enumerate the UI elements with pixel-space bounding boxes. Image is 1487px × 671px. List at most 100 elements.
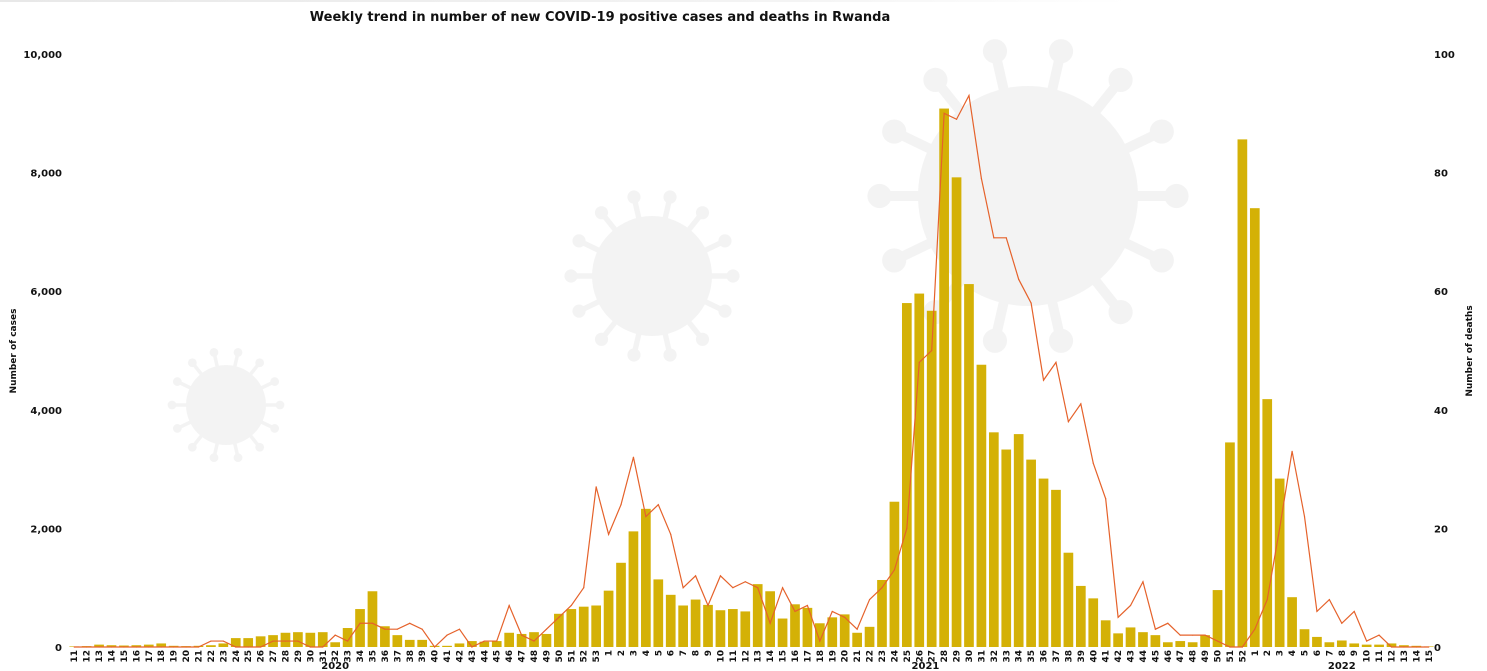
deaths-point xyxy=(1117,616,1119,618)
x-tick-label: 8 xyxy=(1338,650,1348,656)
x-tick-label: 46 xyxy=(1164,650,1174,663)
x-tick-label: 10 xyxy=(716,650,726,663)
deaths-point xyxy=(868,598,871,601)
deaths-point xyxy=(1403,646,1405,648)
case-bar xyxy=(442,645,452,647)
deaths-point xyxy=(1291,450,1293,452)
deaths-point xyxy=(1204,634,1206,636)
x-tick-label: 7 xyxy=(1325,650,1335,656)
case-bar xyxy=(827,617,838,647)
deaths-point xyxy=(595,486,597,488)
virus-watermark-medium-icon xyxy=(564,190,740,362)
case-bar xyxy=(641,508,651,647)
x-tick-label: 11 xyxy=(70,650,80,663)
x-tick-label: 22 xyxy=(866,650,876,663)
deaths-point xyxy=(1129,604,1132,607)
deaths-point xyxy=(1080,403,1082,405)
deaths-point xyxy=(98,646,100,648)
year-label: 2021 xyxy=(912,661,940,671)
deaths-point xyxy=(620,504,622,506)
y-tick-label-left: 6,000 xyxy=(30,287,62,298)
deaths-point xyxy=(434,646,436,648)
x-tick-label: 5 xyxy=(654,650,664,656)
case-bar xyxy=(106,645,117,647)
deaths-point xyxy=(1415,646,1417,648)
case-bar xyxy=(964,284,974,647)
x-tick-label: 1 xyxy=(605,650,615,656)
deaths-point xyxy=(1154,628,1156,630)
deaths-point xyxy=(322,646,324,648)
x-tick-label: 8 xyxy=(692,650,702,656)
deaths-point xyxy=(1428,646,1430,648)
deaths-point xyxy=(235,646,237,648)
x-tick-label: 41 xyxy=(443,650,453,663)
case-bar xyxy=(1374,644,1384,647)
deaths-point xyxy=(968,94,970,97)
case-bar xyxy=(1324,642,1335,647)
case-bar xyxy=(504,632,515,647)
deaths-point xyxy=(1055,361,1057,363)
case-bar xyxy=(1249,208,1260,647)
case-bar xyxy=(206,645,216,647)
deaths-point xyxy=(110,646,113,648)
x-tick-label: 36 xyxy=(381,650,391,663)
case-bar xyxy=(815,623,825,647)
y-axis-left-label: Number of cases xyxy=(9,309,19,394)
case-bar xyxy=(1038,478,1049,647)
x-tick-label: 19 xyxy=(828,650,838,663)
deaths-point xyxy=(819,640,821,642)
deaths-point xyxy=(570,604,572,607)
deaths-point xyxy=(533,640,535,642)
x-tick-label: 53 xyxy=(592,650,602,663)
case-bar xyxy=(1150,635,1161,647)
case-bar xyxy=(380,626,390,647)
deaths-point xyxy=(86,646,88,648)
case-bar xyxy=(516,633,527,647)
x-tick-label: 29 xyxy=(294,650,304,663)
case-bar xyxy=(889,501,900,647)
case-bar xyxy=(1138,632,1148,647)
y-tick-label-left: 0 xyxy=(55,643,62,654)
x-tick-label: 45 xyxy=(493,650,503,663)
deaths-point xyxy=(1266,598,1268,601)
deaths-point xyxy=(446,634,448,636)
x-tick-label: 20 xyxy=(841,650,851,663)
case-bar xyxy=(877,579,887,647)
x-tick-label: 33 xyxy=(344,650,354,663)
case-bar xyxy=(951,177,962,647)
case-bar xyxy=(864,626,875,647)
x-tick-label: 28 xyxy=(940,650,950,663)
case-bar xyxy=(342,628,353,647)
deaths-point xyxy=(955,118,958,120)
y-tick-label-left: 2,000 xyxy=(30,524,62,535)
case-bar xyxy=(703,604,713,647)
x-tick-label: 25 xyxy=(244,650,254,663)
case-bar xyxy=(1212,590,1223,647)
deaths-point xyxy=(881,587,883,589)
virus-watermark-small-icon xyxy=(167,347,285,463)
x-tick-label: 18 xyxy=(157,650,167,663)
x-tick-label: 4 xyxy=(1288,650,1298,656)
x-tick-label: 12 xyxy=(741,650,751,663)
case-bar xyxy=(790,604,800,647)
deaths-point xyxy=(334,634,336,636)
case-bar xyxy=(1100,620,1111,647)
x-tick-label: 6 xyxy=(667,650,677,656)
x-tick-label: 13 xyxy=(754,650,764,663)
year-label: 2022 xyxy=(1328,661,1356,671)
case-bar xyxy=(616,562,626,647)
case-bar xyxy=(678,605,688,647)
x-tick-label: 33 xyxy=(1002,650,1012,663)
deaths-point xyxy=(384,628,386,630)
case-bar xyxy=(839,614,850,647)
x-tick-label: 9 xyxy=(1350,650,1360,656)
case-bar xyxy=(218,643,229,647)
x-tick-label: 17 xyxy=(803,650,813,663)
x-tick-label: 52 xyxy=(1238,650,1248,663)
x-tick-label: 21 xyxy=(194,650,204,663)
case-bar xyxy=(541,633,552,647)
case-bar xyxy=(1312,636,1322,647)
case-bar xyxy=(479,641,490,647)
x-tick-label: 49 xyxy=(1201,650,1211,663)
case-bar xyxy=(1262,399,1273,647)
